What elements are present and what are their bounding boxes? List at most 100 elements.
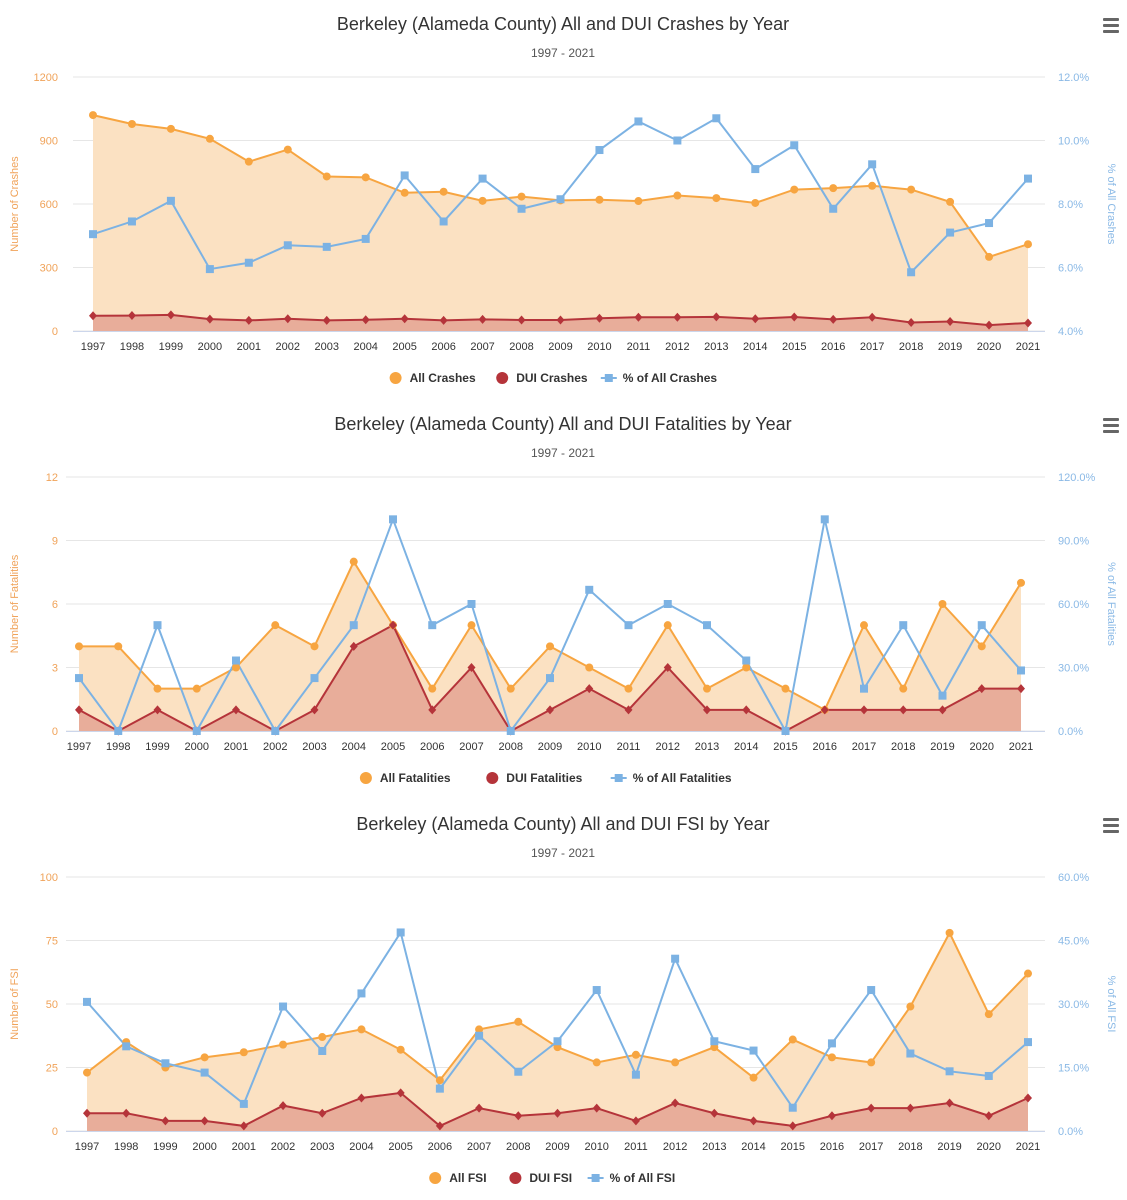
- pct-point: [938, 691, 947, 700]
- all-point: [244, 157, 253, 166]
- chart-menu-icon[interactable]: [1103, 18, 1119, 34]
- dui-point: [788, 1121, 797, 1131]
- y-tick-label: 1200: [34, 72, 58, 84]
- x-tick-label: 2007: [459, 741, 483, 753]
- legend-all-icon: [359, 772, 372, 784]
- all-point: [318, 1033, 327, 1042]
- all-point: [192, 684, 201, 693]
- dui-point: [703, 705, 711, 715]
- x-tick-label: 2000: [185, 741, 209, 753]
- dui-point: [89, 311, 97, 321]
- x-tick-label: 1998: [114, 1141, 138, 1153]
- legend-item: DUI FSI: [509, 1171, 572, 1185]
- y2-axis-title: % of All Crashes: [1105, 164, 1117, 245]
- pct-point: [868, 160, 877, 169]
- all-point: [860, 621, 868, 630]
- pct-point: [506, 727, 515, 735]
- all-point: [514, 1017, 523, 1026]
- all-point: [977, 642, 986, 651]
- x-tick-label: 2019: [938, 341, 962, 353]
- all-point: [712, 194, 721, 203]
- all-point: [75, 642, 83, 651]
- x-tick-label: 2018: [899, 341, 923, 353]
- all-point: [945, 928, 954, 937]
- dui-point: [553, 1108, 562, 1118]
- dui-point: [475, 1103, 484, 1113]
- y2-tick-label: 4.0%: [1058, 326, 1083, 338]
- dui-point: [742, 705, 751, 715]
- pct-point: [624, 621, 633, 630]
- dui-point: [200, 1116, 209, 1126]
- x-tick-label: 2017: [859, 1141, 883, 1153]
- x-tick-label: 2008: [506, 1141, 530, 1153]
- dui-point: [361, 315, 370, 325]
- pct-point: [820, 515, 829, 524]
- all-point: [89, 111, 97, 120]
- dui-point: [827, 1111, 836, 1121]
- pct-point: [166, 196, 175, 205]
- legend-all-icon: [429, 1172, 442, 1184]
- pct-point: [585, 585, 594, 594]
- all-point: [400, 188, 409, 197]
- fsi-chart: Berkeley (Alameda County) All and DUI FS…: [0, 800, 1127, 1200]
- pct-point: [703, 621, 711, 630]
- pct-point: [153, 621, 162, 630]
- y-axis-title: Number of Crashes: [9, 156, 21, 252]
- pct-point: [239, 1099, 248, 1108]
- dui-point: [478, 314, 487, 324]
- all-point: [478, 196, 487, 205]
- pct-point: [712, 114, 721, 123]
- all-point: [634, 197, 643, 206]
- dui-point: [820, 705, 829, 715]
- y2-axis-title: % of All Fatalities: [1105, 562, 1117, 646]
- legend-label: % of All FSI: [610, 1171, 676, 1185]
- x-tick-label: 2009: [548, 341, 572, 353]
- legend-dui-icon: [486, 772, 499, 784]
- dui-point: [938, 705, 947, 715]
- x-tick-label: 2002: [271, 1141, 295, 1153]
- y-tick-label: 50: [46, 999, 58, 1011]
- pct-point: [595, 146, 604, 155]
- chart-title: Berkeley (Alameda County) All and DUI FS…: [356, 814, 769, 834]
- all-point: [938, 600, 947, 608]
- chart-subtitle: 1997 - 2021: [531, 46, 595, 60]
- pct-point: [546, 674, 554, 683]
- pct-point: [907, 268, 916, 277]
- y2-tick-label: 10.0%: [1058, 136, 1089, 148]
- pct-point: [592, 986, 601, 995]
- dui-point: [514, 1111, 523, 1121]
- pct-point: [977, 621, 986, 630]
- dui-point: [585, 684, 594, 694]
- x-tick-label: 2016: [813, 741, 837, 753]
- all-point: [349, 557, 358, 566]
- legend-label: All Fatalities: [380, 771, 451, 785]
- legend-item: % of All FSI: [587, 1171, 676, 1185]
- legend-label: % of All Crashes: [623, 371, 718, 385]
- all-point: [506, 684, 515, 693]
- x-tick-label: 2012: [656, 741, 680, 753]
- x-tick-label: 1999: [145, 741, 169, 753]
- pct-point: [127, 217, 136, 226]
- pct-point: [1017, 666, 1025, 675]
- pct-point: [860, 684, 868, 693]
- y-tick-label: 12: [46, 472, 58, 484]
- all-point: [592, 1058, 601, 1067]
- pct-point: [389, 515, 397, 524]
- chart-menu-icon[interactable]: [1103, 418, 1119, 434]
- dui-point: [310, 705, 319, 715]
- x-tick-label: 2007: [467, 1141, 491, 1153]
- x-tick-label: 2015: [773, 741, 797, 753]
- dui-point: [283, 314, 292, 324]
- chart-menu-icon[interactable]: [1103, 818, 1119, 834]
- pct-point: [710, 1037, 719, 1046]
- dui-point: [671, 1098, 680, 1108]
- y-axis-title: Number of FSI: [9, 968, 21, 1040]
- pct-point: [899, 621, 908, 630]
- y-tick-label: 6: [52, 599, 58, 611]
- x-tick-label: 1998: [120, 341, 144, 353]
- y-tick-label: 100: [40, 872, 58, 884]
- all-point: [595, 195, 604, 204]
- dui-point: [907, 318, 916, 328]
- dui-point: [712, 312, 721, 322]
- dui-point: [631, 1116, 640, 1126]
